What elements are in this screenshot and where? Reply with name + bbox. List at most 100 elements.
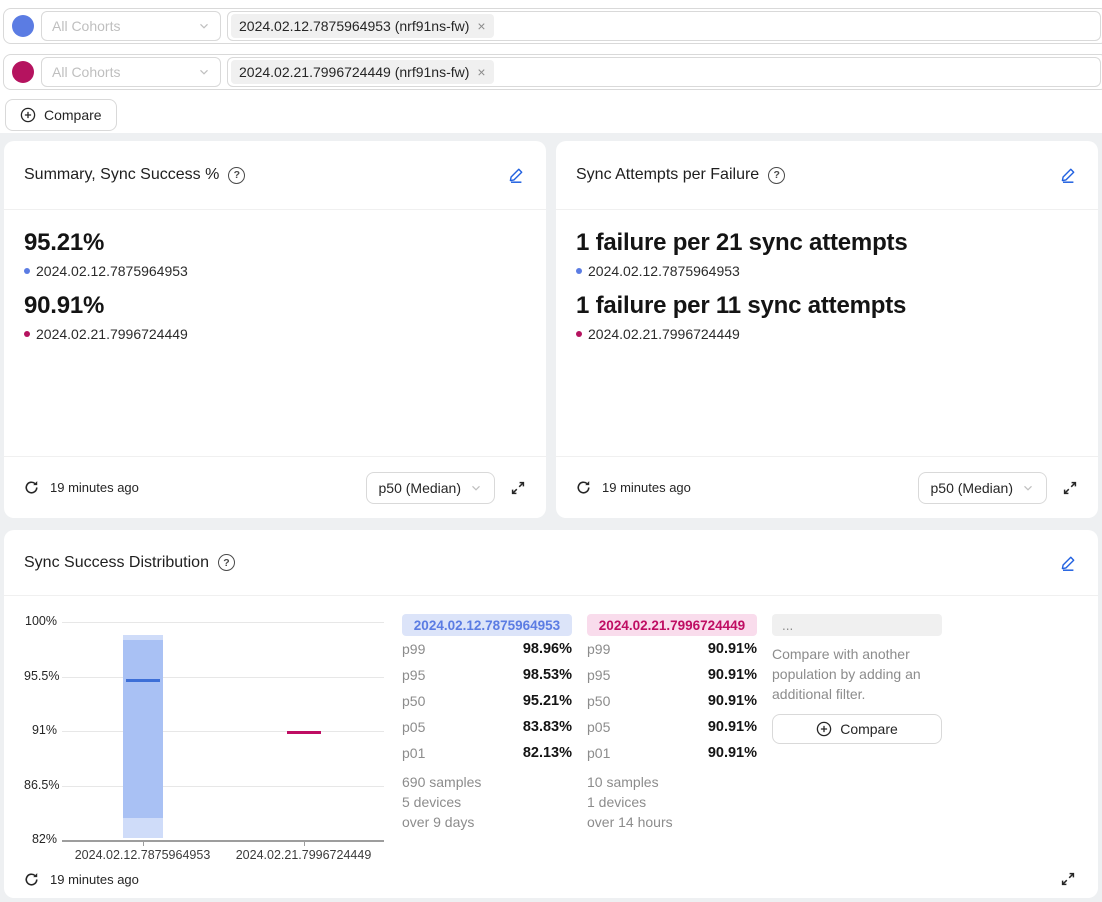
percentile-value: 90.91%: [707, 693, 757, 709]
metric-series-label: 2024.02.21.7996724449: [576, 324, 1078, 344]
chevron-down-icon: [198, 66, 210, 78]
percentile-label: p95: [402, 667, 426, 683]
chevron-down-icon: [470, 482, 482, 494]
duration-text: over 9 days: [402, 814, 475, 830]
percentile-select[interactable]: p50 (Median): [917, 471, 1047, 504]
refresh-icon[interactable]: [576, 480, 591, 495]
x-axis-line: [62, 840, 384, 842]
x-tick-label: 2024.02.21.7996724449: [235, 848, 372, 862]
card-body: 95.21% 2024.02.12.7875964953 90.91% 2024…: [4, 210, 546, 456]
percentile-row: p99 90.91%: [587, 636, 757, 662]
stats-column-series-2: 2024.02.21.7996724449 p99 90.91% p95 90.91…: [587, 610, 757, 860]
metric-series-label: 2024.02.21.7996724449: [24, 324, 526, 344]
percentile-select[interactable]: p50 (Median): [365, 471, 495, 504]
card-title: Summary, Sync Success %: [24, 166, 220, 183]
percentile-value: 90.91%: [707, 745, 757, 761]
expand-icon[interactable]: [1062, 480, 1078, 496]
last-updated: 19 minutes ago: [24, 480, 139, 495]
compare-placeholder-column: ... Compare with another population by a…: [772, 610, 942, 860]
percentile-row: p50 90.91%: [587, 688, 757, 714]
y-tick-label: 82%: [31, 832, 57, 846]
percentile-select-value: p50 (Median): [930, 479, 1014, 496]
chevron-down-icon: [198, 20, 210, 32]
last-updated: 19 minutes ago: [576, 480, 691, 495]
metric-series-name: 2024.02.12.7875964953: [588, 263, 740, 279]
last-updated-text: 19 minutes ago: [602, 480, 691, 495]
add-comparison-button[interactable]: Compare: [772, 714, 942, 744]
percentile-label: p01: [587, 745, 611, 761]
percentile-row: p01 82.13%: [402, 740, 572, 766]
refresh-icon[interactable]: [24, 872, 39, 887]
sync-attempts-per-failure-card: Sync Attempts per Failure ? 1 failure pe…: [556, 141, 1098, 518]
card-footer: 19 minutes ago: [4, 860, 1098, 900]
help-icon[interactable]: ?: [228, 166, 246, 184]
series-1-dot-icon: [24, 268, 30, 274]
percentile-label: p95: [587, 667, 611, 683]
x-axis-tick: [303, 842, 305, 846]
expand-icon[interactable]: [510, 480, 526, 496]
metric-series-name: 2024.02.21.7996724449: [588, 326, 740, 342]
card-title: Sync Success Distribution: [24, 553, 209, 571]
metric-value: 1 failure per 11 sync attempts: [576, 292, 907, 319]
dashboard-content: Summary, Sync Success % ? 95.21% 2024.02…: [0, 133, 1102, 902]
percentile-label: p99: [587, 641, 611, 657]
series-1-color-dot: [12, 15, 34, 37]
remove-tag-icon[interactable]: ×: [477, 18, 486, 34]
version-filter-input-1[interactable]: 2024.02.12.7875964953 (nrf91ns-fw) ×: [227, 11, 1101, 41]
percentile-row: p05 90.91%: [587, 714, 757, 740]
plus-circle-icon: [816, 721, 832, 737]
metric-series-label: 2024.02.12.7875964953: [24, 261, 526, 281]
card-footer: 19 minutes ago p50 (Median): [556, 456, 1098, 518]
filter-bar: All Cohorts 2024.02.12.7875964953 (nrf91…: [0, 0, 1102, 133]
median-line[interactable]: [286, 730, 321, 734]
version-tag-label: 2024.02.12.7875964953 (nrf91ns-fw): [239, 18, 470, 34]
percentile-label: p01: [402, 745, 426, 761]
duration-text: over 14 hours: [587, 814, 673, 830]
percentile-label: p05: [587, 719, 611, 735]
cohort-filter-row-1: All Cohorts 2024.02.12.7875964953 (nrf91…: [3, 8, 1102, 44]
percentile-row: p05 83.83%: [402, 714, 572, 740]
percentile-value: 82.13%: [522, 745, 572, 761]
y-tick-label: 91%: [31, 723, 57, 737]
percentile-row: p99 98.96%: [402, 636, 572, 662]
last-updated: 19 minutes ago: [24, 872, 139, 887]
series-2-header-pill: 2024.02.21.7996724449: [587, 614, 757, 636]
card-header: Sync Attempts per Failure ?: [556, 141, 1098, 210]
series-2-dot-icon: [576, 331, 582, 337]
cohort-select-1[interactable]: All Cohorts: [41, 11, 221, 41]
percentile-value: 98.96%: [522, 641, 572, 657]
metric-value: 1 failure per 21 sync attempts: [576, 229, 908, 256]
add-comparison-button[interactable]: Compare: [5, 99, 117, 131]
help-icon[interactable]: ?: [768, 166, 786, 184]
x-axis-tick: [142, 842, 144, 846]
distribution-box-chart: 100% 95.5% 91% 86.5% 82% 2024.02.12.787596495…: [24, 610, 396, 862]
cohort-select-2[interactable]: All Cohorts: [41, 57, 221, 87]
percentile-row: p50 95.21%: [402, 688, 572, 714]
percentile-label: p50: [587, 693, 611, 709]
version-filter-input-2[interactable]: 2024.02.21.7996724449 (nrf91ns-fw) ×: [227, 57, 1101, 87]
edit-chart-button[interactable]: [506, 165, 526, 185]
percentile-row: p95 90.91%: [587, 662, 757, 688]
refresh-icon[interactable]: [24, 480, 39, 495]
median-line[interactable]: [125, 678, 160, 682]
percentile-row: p95 98.53%: [402, 662, 572, 688]
series-1-header-pill: 2024.02.12.7875964953: [402, 614, 572, 636]
chevron-down-icon: [1022, 482, 1034, 494]
sync-success-distribution-card: Sync Success Distribution ? 100% 95.5% 91%…: [4, 530, 1098, 898]
metric-value: 90.91%: [24, 292, 105, 319]
x-tick-label: 2024.02.12.7875964953: [74, 848, 211, 862]
remove-tag-icon[interactable]: ×: [477, 64, 486, 80]
percentile-label: p99: [402, 641, 426, 657]
devices-count: 1 devices: [587, 794, 647, 810]
card-title: Sync Attempts per Failure: [576, 166, 760, 183]
percentile-label: p50: [402, 693, 426, 709]
add-comparison-label: Compare: [840, 721, 898, 737]
percentile-row: p01 90.91%: [587, 740, 757, 766]
edit-chart-button[interactable]: [1058, 553, 1078, 573]
help-icon[interactable]: ?: [217, 554, 235, 571]
samples-count: 10 samples: [587, 774, 659, 790]
distribution-range-p05-p95[interactable]: [122, 639, 163, 818]
add-comparison-label: Compare: [44, 107, 102, 123]
expand-icon[interactable]: [1060, 871, 1076, 887]
edit-chart-button[interactable]: [1058, 165, 1078, 185]
